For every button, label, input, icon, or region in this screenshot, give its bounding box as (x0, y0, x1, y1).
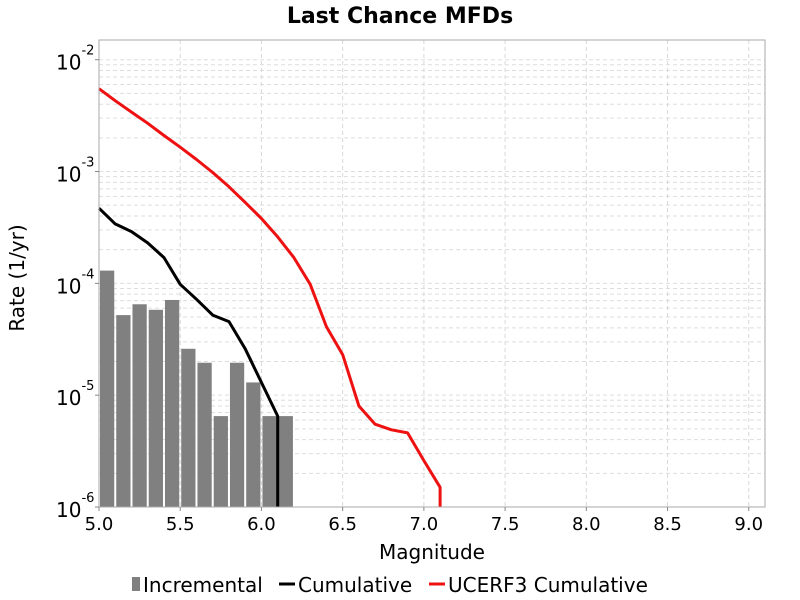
legend-label: UCERF3 Cumulative (448, 573, 648, 597)
incremental-bar (116, 315, 131, 507)
x-tick-label: 8.0 (572, 514, 601, 535)
incremental-bar (278, 416, 293, 507)
incremental-bar (229, 362, 245, 507)
incremental-bar (164, 299, 180, 507)
x-tick-label: 6.5 (328, 514, 357, 535)
x-axis-label: Magnitude (379, 540, 485, 564)
y-tick-label: 10-3 (56, 156, 94, 187)
x-tick-label: 7.0 (410, 514, 439, 535)
incremental-bar (148, 309, 163, 507)
incremental-bar (197, 362, 212, 507)
incremental-bar (213, 416, 228, 507)
plot-border (98, 39, 766, 508)
y-tick-label: 10-2 (56, 44, 94, 75)
cumulative-line (97, 207, 280, 507)
x-tick-label: 8.5 (653, 514, 682, 535)
y-tick-label: 10-4 (56, 267, 94, 298)
ucerf3-cumulative-line (98, 87, 442, 507)
legend-label: Cumulative (298, 573, 412, 597)
legend: Incremental Cumulative UCERF3 Cumulative (132, 573, 648, 597)
y-tick-label: 10-5 (56, 379, 94, 410)
incremental-bar (100, 270, 115, 507)
x-tick-label: 5.5 (166, 514, 195, 535)
x-tick-label: 7.5 (491, 514, 520, 535)
x-tick-label: 5.0 (85, 514, 114, 535)
legend-label: Incremental (143, 573, 263, 597)
incremental-bar (262, 416, 277, 507)
incremental-bar (246, 382, 261, 507)
x-axis-ticks: 5.0 5.5 6.0 6.5 7.0 7.5 8.0 8.5 9.0 (85, 507, 763, 535)
y-axis-ticks: 10-6 10-5 10-4 10-3 10-2 (56, 44, 99, 522)
y-tick-label: 10-6 (56, 491, 94, 522)
grid (98, 40, 765, 508)
incremental-bar (181, 348, 196, 507)
legend-swatch-bar (132, 577, 140, 591)
y-axis-label: Rate (1/yr) (5, 224, 29, 331)
series-lines (97, 87, 442, 507)
bars (100, 270, 293, 507)
incremental-bar (132, 304, 147, 507)
x-tick-label: 6.0 (247, 514, 276, 535)
x-tick-label: 9.0 (734, 514, 763, 535)
chart-title: Last Chance MFDs (287, 4, 513, 29)
